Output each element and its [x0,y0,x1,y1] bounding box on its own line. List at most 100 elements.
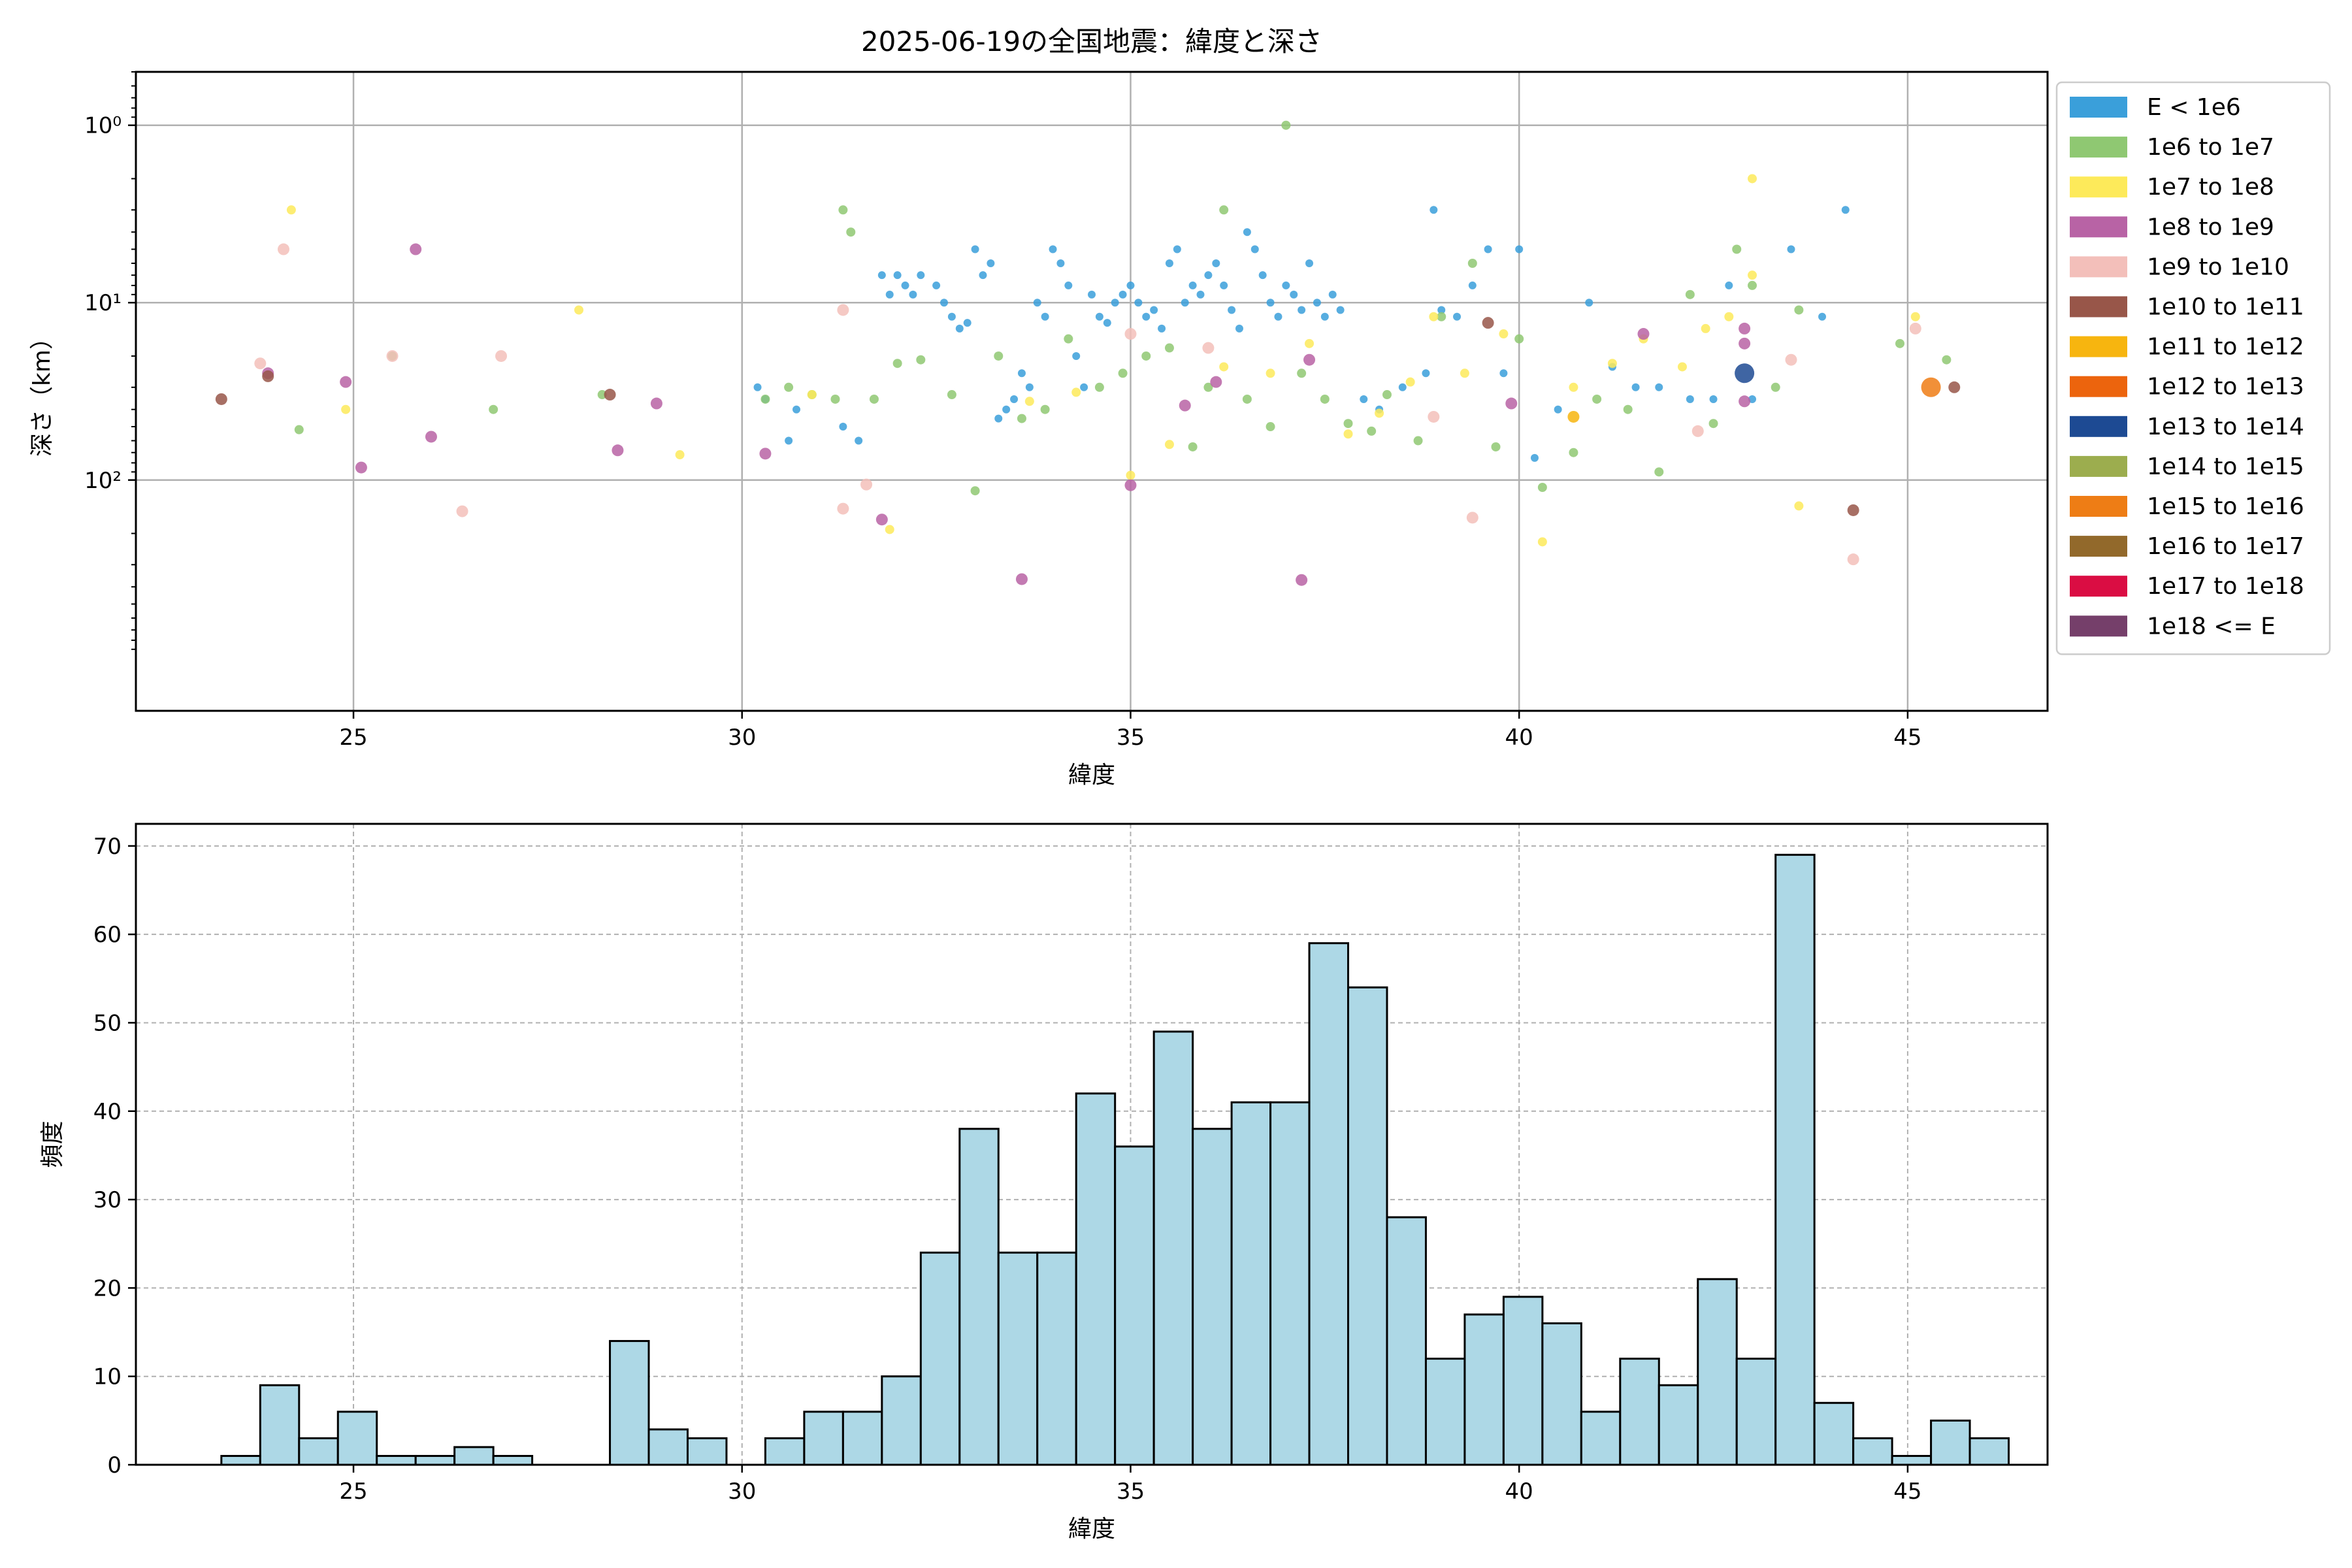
scatter-point [277,243,289,255]
scatter-point [994,414,1003,423]
scatter-point [286,205,296,215]
scatter-point [1530,453,1539,462]
scatter-point [1250,245,1259,253]
scatter-point [979,271,987,280]
scatter-point [1305,338,1315,348]
scatter-point [1514,334,1524,344]
scatter-point [1017,414,1026,423]
scatter-point [807,390,817,400]
scatter-point [341,404,351,414]
scatter-point [675,450,685,460]
scatter-point [1735,363,1755,384]
histogram-bars [220,853,2010,1466]
scatter-point [1942,355,1952,365]
histogram-bar [492,1454,534,1466]
scatter-point [1103,319,1111,327]
scatter-point [1382,390,1392,400]
scatter-point [1296,574,1308,586]
scatter-point [1343,419,1353,429]
histogram-bar [1735,1358,1777,1466]
histogram-bar [1308,942,1350,1466]
scatter-point [1281,120,1291,130]
scatter-point [1785,353,1797,366]
scatter-point [1094,382,1104,392]
scatter-point [1677,362,1687,372]
legend-swatch [2070,615,2127,637]
histogram-bar [1930,1419,1971,1466]
scatter-point [254,357,267,370]
histogram-bar [1658,1384,1699,1466]
scatter-point [1203,382,1213,392]
legend-swatch [2070,336,2127,357]
scatter-point [1041,312,1049,321]
y-tick-label: 10⁰ [84,113,122,139]
scatter-point [1910,312,1920,321]
scatter-point [1623,404,1633,414]
scatter-point [1429,312,1439,321]
scatter-point [1691,425,1704,437]
histogram-bar [1891,1454,1933,1466]
scatter-point [1173,245,1181,253]
scatter-point [1398,383,1407,391]
scatter-point [837,502,849,515]
scatter-point [869,394,879,404]
scatter-point [1909,322,1921,335]
histogram-bar [1114,1145,1155,1466]
scatter-point [1499,329,1509,339]
scatter-point [1305,259,1314,268]
scatter-point [1413,436,1423,446]
y-tick-label: 50 [93,1010,122,1036]
scatter-point [1467,259,1477,269]
scatter-plot-frame [135,71,2049,712]
scatter-point [612,444,624,457]
scatter-point [1460,368,1469,378]
scatter-point [456,505,468,517]
histogram-bar [881,1375,922,1466]
scatter-point [1554,405,1562,414]
scatter-point [1607,359,1617,368]
histogram-bar [1968,1437,2010,1466]
scatter-point [1119,290,1127,299]
scatter-point [1188,442,1198,451]
scatter-point [1847,504,1859,516]
y-tick-label: 10 [93,1364,122,1390]
legend-swatch [2070,416,2127,437]
scatter-chart: 2025-06-19の全国地震：緯度と深さ 25 30 35 40 45 10⁰ 10¹ 10… [29,25,2331,789]
legend-label: 1e9 to 1e10 [2147,253,2289,280]
scatter-point [1491,442,1501,451]
scatter-point [410,243,422,255]
histogram-bar [259,1384,301,1466]
scatter-point [489,404,498,414]
scatter-point [759,448,772,460]
histogram-bar [919,1251,961,1466]
legend-swatch [2070,536,2127,557]
scatter-point [215,393,227,405]
scatter-point [1141,351,1151,361]
histogram-bar [686,1437,728,1466]
scatter-point [1219,362,1229,372]
legend-swatch [2070,376,2127,397]
histogram-bar [1619,1358,1660,1466]
legend-label: 1e14 to 1e15 [2147,453,2304,480]
x-tick-label: 45 [1893,725,1921,751]
scatter-x-axis-label: 緯度 [1068,762,1115,789]
scatter-point [792,405,801,414]
histogram-bar [298,1437,339,1466]
histogram-bar [1541,1322,1582,1466]
histogram-x-axis-label: 緯度 [1068,1516,1115,1543]
y-tick-label: 10¹ [84,290,122,316]
scatter-point [1515,245,1524,253]
legend-label: 1e18 <= E [2147,613,2276,640]
scatter-point [1290,290,1298,299]
scatter-point [1134,299,1143,307]
legend-swatch [2070,176,2127,198]
scatter-point [1841,206,1850,214]
legend: E < 1e6 1e6 to 1e7 1e7 to 1e8 1e8 to 1e9 1e9… [2055,81,2331,655]
scatter-point [495,350,508,362]
scatter-point [1164,343,1174,353]
histogram-bar [1813,1401,1855,1466]
scatter-point [1482,317,1494,329]
scatter-point [1818,312,1827,321]
scatter-point [1220,281,1228,289]
